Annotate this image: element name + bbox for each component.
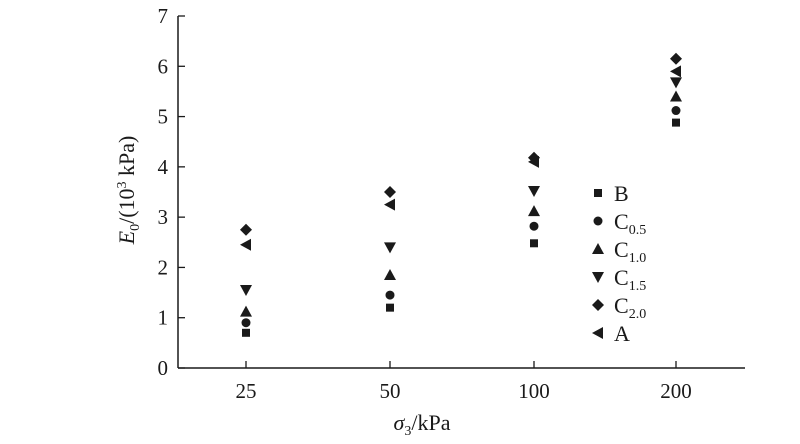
data-point bbox=[384, 268, 396, 280]
y-tick-label: 7 bbox=[158, 4, 169, 28]
y-tick-label: 4 bbox=[158, 155, 169, 179]
y-tick-label: 0 bbox=[158, 356, 169, 380]
data-point bbox=[241, 318, 251, 328]
legend-label: C1.0 bbox=[614, 237, 646, 266]
y-tick-label: 6 bbox=[158, 54, 169, 78]
data-points bbox=[240, 52, 682, 337]
data-point bbox=[385, 290, 395, 300]
legend-label: A bbox=[614, 321, 630, 346]
x-tick-label: 25 bbox=[236, 379, 257, 403]
legend-marker bbox=[594, 189, 602, 197]
data-point bbox=[242, 328, 250, 337]
legend-marker bbox=[592, 243, 604, 254]
data-point bbox=[240, 223, 252, 236]
x-tick-label: 50 bbox=[380, 379, 401, 403]
y-tick-label: 3 bbox=[158, 205, 169, 229]
y-tick-label: 5 bbox=[158, 105, 169, 129]
y-tick-label: 2 bbox=[158, 255, 169, 279]
data-point bbox=[528, 155, 539, 168]
data-point bbox=[528, 205, 540, 217]
x-axis-label: σ3/kPa bbox=[394, 410, 451, 439]
x-tick-label: 200 bbox=[660, 379, 692, 403]
y-axis-ticks: 0 1 2 3 4 5 6 7 bbox=[158, 4, 185, 380]
data-point bbox=[528, 185, 540, 197]
data-point bbox=[384, 198, 395, 211]
y-tick-label: 1 bbox=[158, 306, 169, 330]
data-point bbox=[670, 52, 682, 65]
data-point bbox=[530, 239, 538, 248]
data-point bbox=[670, 65, 681, 78]
data-point bbox=[670, 90, 682, 102]
legend-label: C2.0 bbox=[614, 293, 646, 322]
legend: B C0.5C1.0C1.5C2.0A bbox=[592, 181, 646, 346]
legend-label: B bbox=[614, 181, 629, 206]
legend-label: C1.5 bbox=[614, 265, 646, 294]
legend-marker bbox=[592, 299, 604, 311]
data-point bbox=[384, 186, 396, 198]
data-point bbox=[672, 118, 680, 127]
data-point bbox=[240, 285, 252, 297]
data-point bbox=[240, 238, 251, 251]
data-point bbox=[384, 242, 396, 254]
legend-marker bbox=[592, 272, 604, 283]
data-point bbox=[670, 77, 682, 89]
legend-marker bbox=[593, 216, 603, 226]
x-tick-label: 100 bbox=[518, 379, 550, 403]
x-axis-ticks: 25 50 100 200 bbox=[236, 361, 692, 403]
y-axis-label: E0/(103 kPa) bbox=[114, 136, 143, 246]
legend-label: C0.5 bbox=[614, 209, 646, 238]
data-point bbox=[386, 303, 394, 312]
axes bbox=[177, 16, 745, 369]
data-point bbox=[240, 305, 252, 317]
data-point bbox=[671, 106, 681, 116]
data-point bbox=[529, 221, 539, 231]
legend-marker bbox=[592, 327, 603, 339]
